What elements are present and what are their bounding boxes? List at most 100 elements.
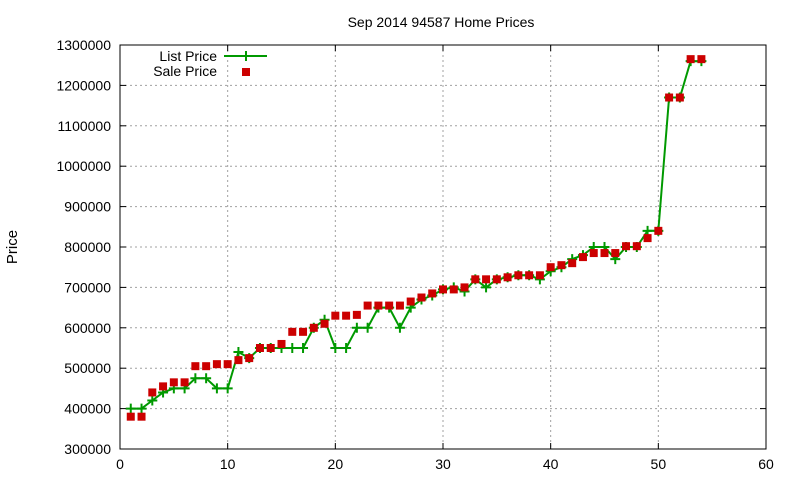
sale-price-point <box>288 327 297 336</box>
sale-price-point <box>643 234 652 243</box>
sale-price-point <box>632 242 641 251</box>
sale-price-point <box>320 319 329 328</box>
sale-price-point <box>417 293 426 302</box>
sale-price-point <box>482 275 491 284</box>
sale-price-point <box>331 311 340 320</box>
sale-price-point <box>299 327 308 336</box>
list-price-point <box>481 282 492 293</box>
y-axis-label: Price <box>4 230 21 264</box>
sale-price-point <box>245 354 254 363</box>
sale-price-point <box>449 285 458 294</box>
y-tick-label: 400000 <box>64 401 111 417</box>
sale-price-point <box>525 271 534 280</box>
legend: List Price Sale Price <box>153 48 267 79</box>
list-price-point <box>211 383 222 394</box>
list-price-point <box>330 343 341 353</box>
list-price-point <box>190 373 201 384</box>
sale-price-point <box>471 275 480 284</box>
y-tick-label: 1100000 <box>58 118 112 134</box>
list-price-point <box>394 322 405 333</box>
sale-price-point <box>686 55 695 64</box>
sale-price-point <box>223 360 232 369</box>
list-price-point <box>298 343 309 353</box>
sale-price-point <box>395 301 404 310</box>
sale-price-point <box>212 360 221 369</box>
list-price-point <box>362 322 373 333</box>
sale-price-point <box>309 323 318 332</box>
sale-price-point <box>697 55 706 64</box>
list-price-point <box>351 322 362 333</box>
sale-price-point <box>460 283 469 292</box>
sale-price-point <box>568 259 577 268</box>
x-tick-label: 60 <box>758 456 774 472</box>
sale-price-point <box>654 226 663 235</box>
list-price-point <box>341 343 352 353</box>
y-tick-label: 300000 <box>64 441 111 457</box>
sale-price-point <box>665 93 674 102</box>
sale-price-point <box>492 275 501 284</box>
y-tick-label: 600000 <box>64 320 111 336</box>
list-price-point <box>233 347 244 358</box>
y-tick-label: 1200000 <box>56 77 111 93</box>
legend-marker-sale-price <box>242 68 250 76</box>
x-tick-label: 40 <box>543 456 559 472</box>
x-tick-label: 50 <box>651 456 667 472</box>
sale-price-point <box>148 388 157 397</box>
sale-price-point <box>514 271 523 280</box>
sale-price-point <box>439 285 447 294</box>
sale-price-point <box>503 273 512 282</box>
grid <box>120 45 766 449</box>
sale-price-point <box>277 339 286 348</box>
sale-price-point <box>352 310 361 319</box>
sale-price-point <box>255 344 264 352</box>
sale-price-point <box>600 249 609 258</box>
list-price-point <box>125 403 136 414</box>
list-price-point <box>222 383 233 394</box>
x-tick-label: 0 <box>116 456 124 472</box>
list-price-point <box>287 343 298 353</box>
x-tick-label: 20 <box>328 456 344 472</box>
sale-price-point <box>169 378 178 387</box>
sale-price-point <box>535 271 544 280</box>
y-tick-label: 700000 <box>64 279 111 295</box>
sale-price-point <box>675 93 684 102</box>
y-tick-label: 900000 <box>64 199 111 215</box>
y-tick-label: 800000 <box>64 239 111 255</box>
sale-price-point <box>137 412 146 421</box>
sale-price-point <box>428 289 437 298</box>
sale-price-point <box>363 301 372 310</box>
list-price-line <box>130 60 702 410</box>
sale-price-point <box>126 412 135 421</box>
y-tick-label: 500000 <box>64 360 111 376</box>
x-tick-label: 10 <box>220 456 236 472</box>
sale-price-point <box>159 382 168 391</box>
series-list-price <box>125 56 707 414</box>
sale-price-point <box>266 344 275 352</box>
sale-price-point <box>234 356 243 365</box>
sale-price-point <box>611 249 620 258</box>
chart-title: Sep 2014 94587 Home Prices <box>348 14 535 30</box>
sale-price-point <box>342 311 351 320</box>
y-tick-label: 1000000 <box>56 158 111 174</box>
sale-price-point <box>191 362 200 371</box>
sale-price-point <box>180 378 189 387</box>
y-tick-label: 1300000 <box>56 37 111 53</box>
sale-price-point <box>546 263 555 272</box>
y-axis: 300000 400000 500000 600000 700000 800000 9000… <box>56 37 766 457</box>
sale-price-point <box>202 362 211 371</box>
sale-price-point <box>589 249 598 258</box>
legend-label-sale-price: Sale Price <box>153 63 217 79</box>
sale-price-point <box>578 253 587 262</box>
sale-price-point <box>557 261 566 270</box>
list-price-point <box>201 373 212 384</box>
sale-price-point <box>622 242 631 251</box>
x-axis: 0 10 20 30 40 50 60 <box>116 45 774 472</box>
sale-price-point <box>374 301 383 310</box>
list-price-point <box>136 403 147 414</box>
series-sale-price <box>126 55 706 421</box>
sale-price-point <box>385 301 394 310</box>
legend-label-list-price: List Price <box>159 48 217 64</box>
x-tick-label: 30 <box>435 456 451 472</box>
legend-marker-list-price <box>241 51 251 61</box>
